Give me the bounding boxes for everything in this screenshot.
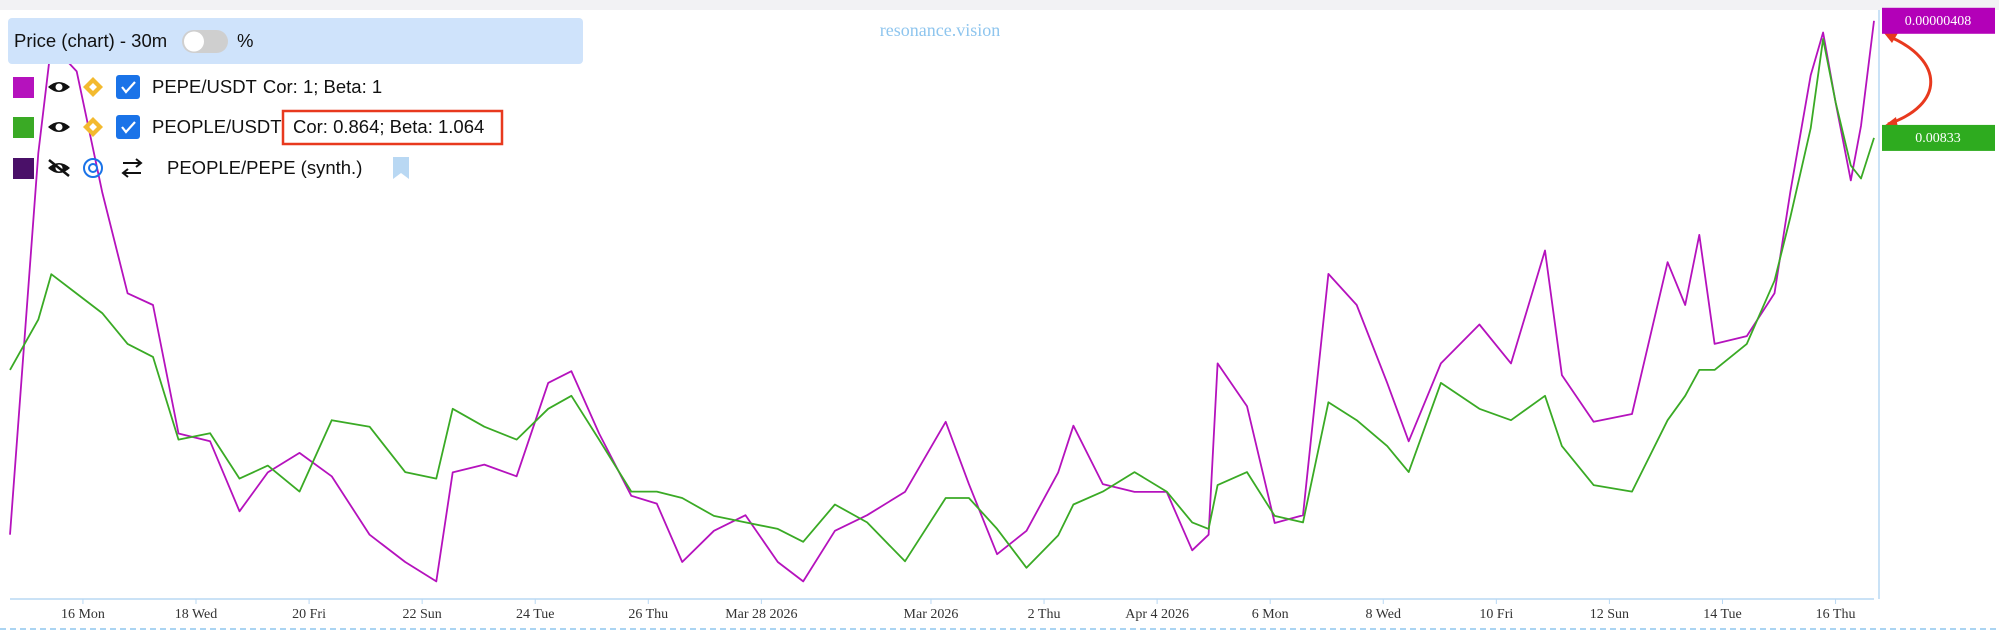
price-line	[9, 20, 1875, 583]
price-badge-label: 0.00000408	[1905, 14, 1972, 29]
visibility-slash	[48, 159, 70, 177]
legend-name: PEOPLE/USDT	[152, 116, 282, 137]
x-tick-label: 6 Mon	[1252, 607, 1289, 622]
visibility-icon-pupil	[55, 83, 63, 91]
x-tick-label: Apr 4 2026	[1125, 607, 1189, 622]
x-tick-label: 18 Wed	[175, 607, 218, 622]
x-tick-label: 16 Thu	[1816, 607, 1856, 622]
price-line	[9, 38, 1875, 569]
legend-swatch[interactable]	[13, 158, 34, 179]
arrow-head	[1884, 33, 1898, 43]
check-mark	[121, 121, 136, 134]
visibility-icon-pupil	[55, 123, 63, 131]
percent-toggle[interactable]	[182, 30, 228, 53]
bookmark-icon[interactable]	[393, 157, 409, 179]
x-tick-label: 16 Mon	[61, 607, 105, 622]
x-tick-label: 14 Tue	[1703, 607, 1742, 622]
price-badges: 0.00000408 0.00833	[1882, 7, 1995, 151]
x-tick-label: 20 Fri	[292, 607, 326, 622]
top-band	[0, 0, 1999, 10]
price-badge	[1882, 124, 1995, 151]
exchange-icon	[83, 117, 103, 137]
series-checkbox[interactable]	[116, 115, 140, 139]
x-tick-label: 8 Wed	[1365, 607, 1401, 622]
legend-name: PEPE/USDT	[152, 76, 257, 97]
price-badge-label: 0.00833	[1915, 131, 1961, 146]
chart-title: Price (chart) - 30m	[14, 30, 167, 51]
x-tick-label: Mar 2026	[904, 607, 959, 622]
legend-stats: Cor: 0.864; Beta: 1.064	[293, 116, 484, 137]
x-tick-label: 2 Thu	[1028, 607, 1061, 622]
source-icon	[83, 158, 103, 178]
annotation-arrow	[1887, 34, 1932, 126]
check-mark	[121, 81, 136, 94]
legend-stats: Cor: 1; Beta: 1	[263, 76, 382, 97]
x-tick-label: Mar 28 2026	[725, 607, 797, 622]
exchange-icon	[83, 77, 103, 97]
x-tick-label: 22 Sun	[403, 607, 442, 622]
x-tick-label: 24 Tue	[516, 607, 555, 622]
x-tick-label: 10 Fri	[1479, 607, 1513, 622]
price-badge	[1882, 7, 1995, 34]
source-icon-inner	[88, 163, 98, 173]
swap-icon[interactable]	[121, 158, 143, 178]
x-tick-label: 26 Thu	[628, 607, 668, 622]
legend-swatch[interactable]	[13, 117, 34, 138]
toggle-label: %	[237, 30, 253, 51]
legend-swatch[interactable]	[13, 77, 34, 98]
series-checkbox[interactable]	[116, 75, 140, 99]
legend: PEPE/USDT Cor: 1; Beta: 1 PEOPLE/USDT Cor: …	[13, 75, 504, 179]
watermark: resonance.vision	[880, 20, 1000, 40]
legend-name: PEOPLE/PEPE (synth.)	[167, 157, 362, 178]
legend-panel	[8, 18, 583, 64]
plot-area	[9, 20, 1875, 604]
x-tick-label: 12 Sun	[1590, 607, 1629, 622]
highlight-box	[281, 109, 504, 146]
